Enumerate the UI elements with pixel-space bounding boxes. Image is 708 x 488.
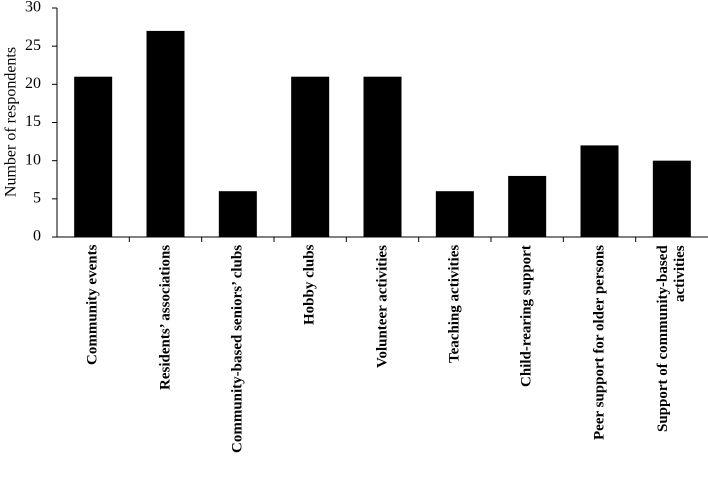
bar [74,76,113,237]
y-tick-label: 15 [25,113,41,130]
x-tick-label: Child-rearing support [518,245,535,387]
bar [218,191,257,237]
x-tick-label: Hobby clubs [301,245,318,326]
y-tick-label: 0 [33,228,41,245]
x-tick-label: Residents’ associations [157,245,173,391]
y-axis-title: Number of respondents [3,47,20,197]
x-tick-label: Community events [84,245,101,366]
x-tick-label: Support of community-based activities [654,245,688,432]
bar [508,175,547,237]
bar [580,145,619,237]
y-tick-label: 25 [25,37,41,54]
y-tick-label: 30 [25,0,41,16]
bar [363,76,402,237]
bar [291,76,330,237]
x-tick-label: Community-based seniors’ clubs [229,245,246,454]
bar [146,30,185,238]
x-tick-label: Volunteer activities [374,245,390,368]
y-tick-label: 5 [33,190,41,207]
y-tick-label: 20 [25,75,41,92]
bar [652,160,691,237]
x-tick-label: Peer support for older persons [591,245,607,440]
x-tick-label: Teaching activities [446,245,463,364]
bar [435,191,474,237]
y-tick-label: 10 [25,151,41,168]
